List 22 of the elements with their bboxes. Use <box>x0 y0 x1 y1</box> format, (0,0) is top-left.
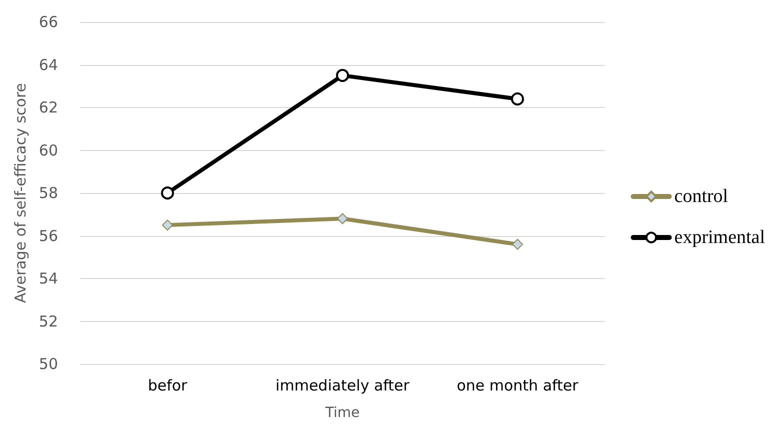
x-tick-label: one month after <box>456 376 580 394</box>
y-tick-label: 58 <box>38 184 58 202</box>
y-tick-label: 52 <box>38 312 58 330</box>
y-tick-label: 54 <box>38 270 58 288</box>
legend-label: exprimental <box>674 227 766 248</box>
y-tick-label: 66 <box>38 13 58 31</box>
point <box>511 92 524 106</box>
y-tick-label: 50 <box>38 355 58 373</box>
point <box>512 238 523 250</box>
y-axis-title: Average of self-efficacy score <box>12 82 30 304</box>
y-tick-label: 64 <box>38 56 58 74</box>
point <box>162 220 173 231</box>
x-axis-title: Time <box>324 405 360 421</box>
x-tick-label: befor <box>148 376 188 394</box>
y-tick-label: 60 <box>38 141 58 160</box>
point <box>161 186 174 200</box>
point <box>337 213 348 224</box>
legend-label: control <box>674 186 728 207</box>
y-tick-label: 62 <box>38 98 58 116</box>
point <box>336 68 349 82</box>
y-tick-label: 56 <box>38 226 58 245</box>
x-tick-label: immediately after <box>276 376 410 394</box>
